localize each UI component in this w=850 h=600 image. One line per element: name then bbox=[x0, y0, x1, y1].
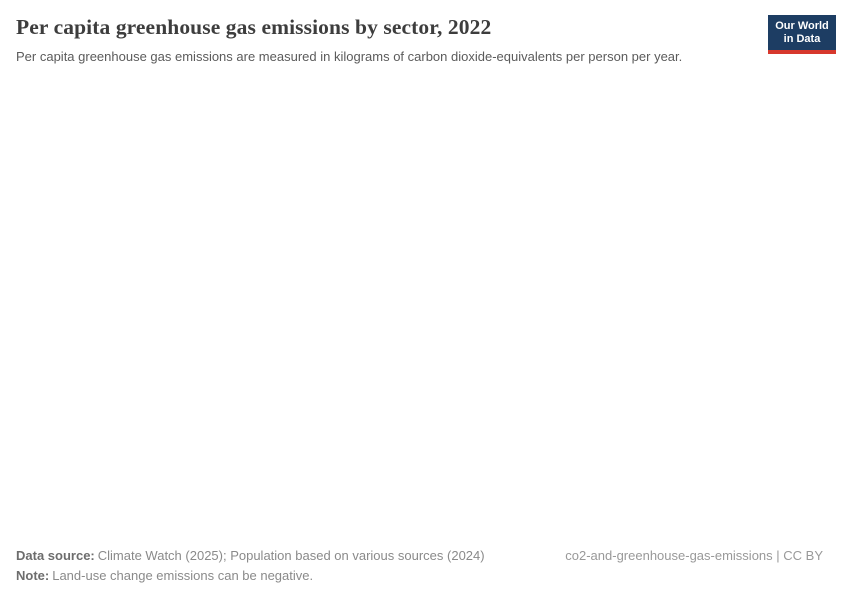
owid-logo-red-bar bbox=[768, 50, 836, 54]
owid-logo-line2: in Data bbox=[783, 33, 821, 45]
owid-logo-box: Our World in Data bbox=[768, 15, 836, 50]
note-text: Land-use change emissions can be negativ… bbox=[52, 568, 314, 583]
chart-header: Per capita greenhouse gas emissions by s… bbox=[0, 0, 850, 66]
page-title: Per capita greenhouse gas emissions by s… bbox=[16, 15, 492, 39]
owid-logo: Our World in Data bbox=[768, 15, 836, 54]
footer-attribution: co2-and-greenhouse-gas-emissions | CC BY bbox=[565, 548, 823, 563]
note-label: Note: bbox=[16, 568, 50, 583]
data-source-line: Data source: Climate Watch (2025); Popula… bbox=[16, 546, 485, 566]
chart-plot-area bbox=[0, 66, 850, 546]
data-source-label: Data source: bbox=[16, 548, 95, 563]
note-line: Note: Land-use change emissions can be ne… bbox=[16, 566, 485, 586]
footer-sources: Data source: Climate Watch (2025); Popula… bbox=[16, 546, 485, 586]
owid-logo-line1: Our World bbox=[775, 20, 829, 32]
chart-subtitle: Per capita greenhouse gas emissions are … bbox=[16, 49, 683, 64]
data-source-text: Climate Watch (2025); Population based o… bbox=[97, 548, 485, 563]
chart-footer: Data source: Climate Watch (2025); Popula… bbox=[0, 546, 850, 600]
